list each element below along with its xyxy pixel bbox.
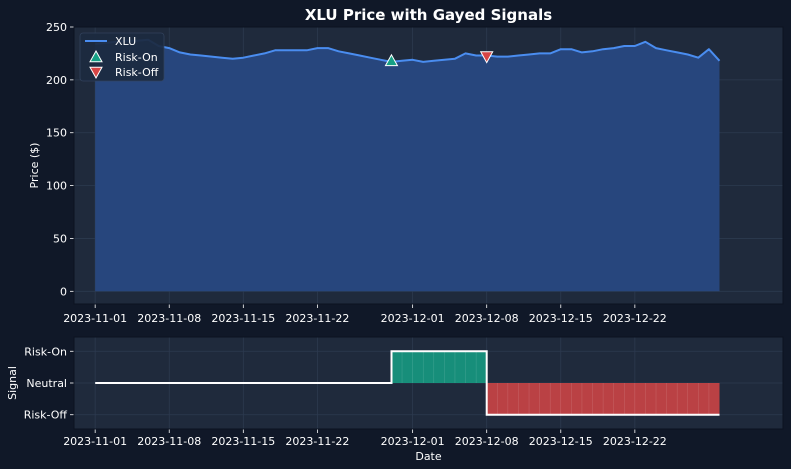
y-tick-label: 150 bbox=[46, 127, 67, 140]
y-tick-label: 200 bbox=[46, 74, 67, 87]
legend: XLU Risk-On Risk-Off bbox=[79, 32, 165, 82]
x-tick-label: 2023-11-15 bbox=[211, 312, 275, 325]
x-tick-label: 2023-12-15 bbox=[529, 435, 593, 448]
x-tick-label: 2023-12-08 bbox=[455, 312, 519, 325]
x-tick-label: 2023-11-15 bbox=[211, 435, 275, 448]
y-tick-label: 250 bbox=[46, 21, 67, 34]
legend-risk-off-label: Risk-Off bbox=[115, 66, 159, 79]
signal-y-ticks: Risk-Off Neutral Risk-On bbox=[24, 345, 74, 422]
x-tick-label: 2023-11-22 bbox=[285, 312, 349, 325]
price-axes-frame bbox=[73, 26, 784, 305]
x-tick-label: 2023-11-08 bbox=[137, 435, 201, 448]
x-tick-label: 2023-11-01 bbox=[63, 312, 127, 325]
x-tick-label: 2023-12-15 bbox=[529, 312, 593, 325]
price-line bbox=[95, 38, 721, 63]
x-tick-label: 2023-11-08 bbox=[137, 312, 201, 325]
y-tick-label: Risk-On bbox=[24, 345, 67, 358]
signal-axes-frame bbox=[73, 336, 784, 430]
risk-off-marker bbox=[479, 51, 494, 64]
y-tick-label: 50 bbox=[53, 232, 67, 245]
risk-off-fill bbox=[486, 383, 720, 415]
risk-on-fill bbox=[391, 351, 487, 383]
x-tick-label: 2023-12-01 bbox=[381, 435, 445, 448]
signal-fills bbox=[391, 351, 720, 415]
signal-x-ticks: 2023-11-01 2023-11-08 2023-11-15 2023-11-22… bbox=[63, 429, 667, 448]
x-tick-label: 2023-11-22 bbox=[285, 435, 349, 448]
y-tick-label: Neutral bbox=[26, 377, 67, 390]
signal-markers bbox=[384, 51, 494, 67]
price-area-fill bbox=[95, 39, 720, 292]
y-tick-label: 0 bbox=[60, 285, 67, 298]
legend-risk-off-swatch bbox=[89, 66, 103, 80]
risk-on-marker bbox=[384, 53, 399, 67]
legend-risk-on-swatch bbox=[89, 49, 103, 63]
y-tick-label: 100 bbox=[46, 180, 67, 193]
x-tick-label: 2023-12-08 bbox=[455, 435, 519, 448]
chart-title: XLU Price with Gayed Signals bbox=[305, 6, 552, 24]
legend-xlu-label: XLU bbox=[115, 35, 136, 48]
price-y-axis-label: Price ($) bbox=[28, 143, 41, 189]
x-tick-label: 2023-12-22 bbox=[603, 312, 667, 325]
y-tick-label: Risk-Off bbox=[24, 409, 68, 422]
legend-risk-on-label: Risk-On bbox=[115, 51, 158, 64]
signal-step-line bbox=[95, 350, 720, 416]
signal-x-axis-label: Date bbox=[415, 450, 442, 463]
signal-y-axis-label: Signal bbox=[6, 366, 19, 400]
x-tick-label: 2023-12-01 bbox=[381, 312, 445, 325]
x-tick-label: 2023-11-01 bbox=[63, 435, 127, 448]
price-y-ticks: 0 50 100 150 200 250 bbox=[46, 21, 74, 298]
price-x-ticks: 2023-11-01 2023-11-08 2023-11-15 2023-11-22… bbox=[63, 304, 667, 325]
x-tick-label: 2023-12-22 bbox=[603, 435, 667, 448]
